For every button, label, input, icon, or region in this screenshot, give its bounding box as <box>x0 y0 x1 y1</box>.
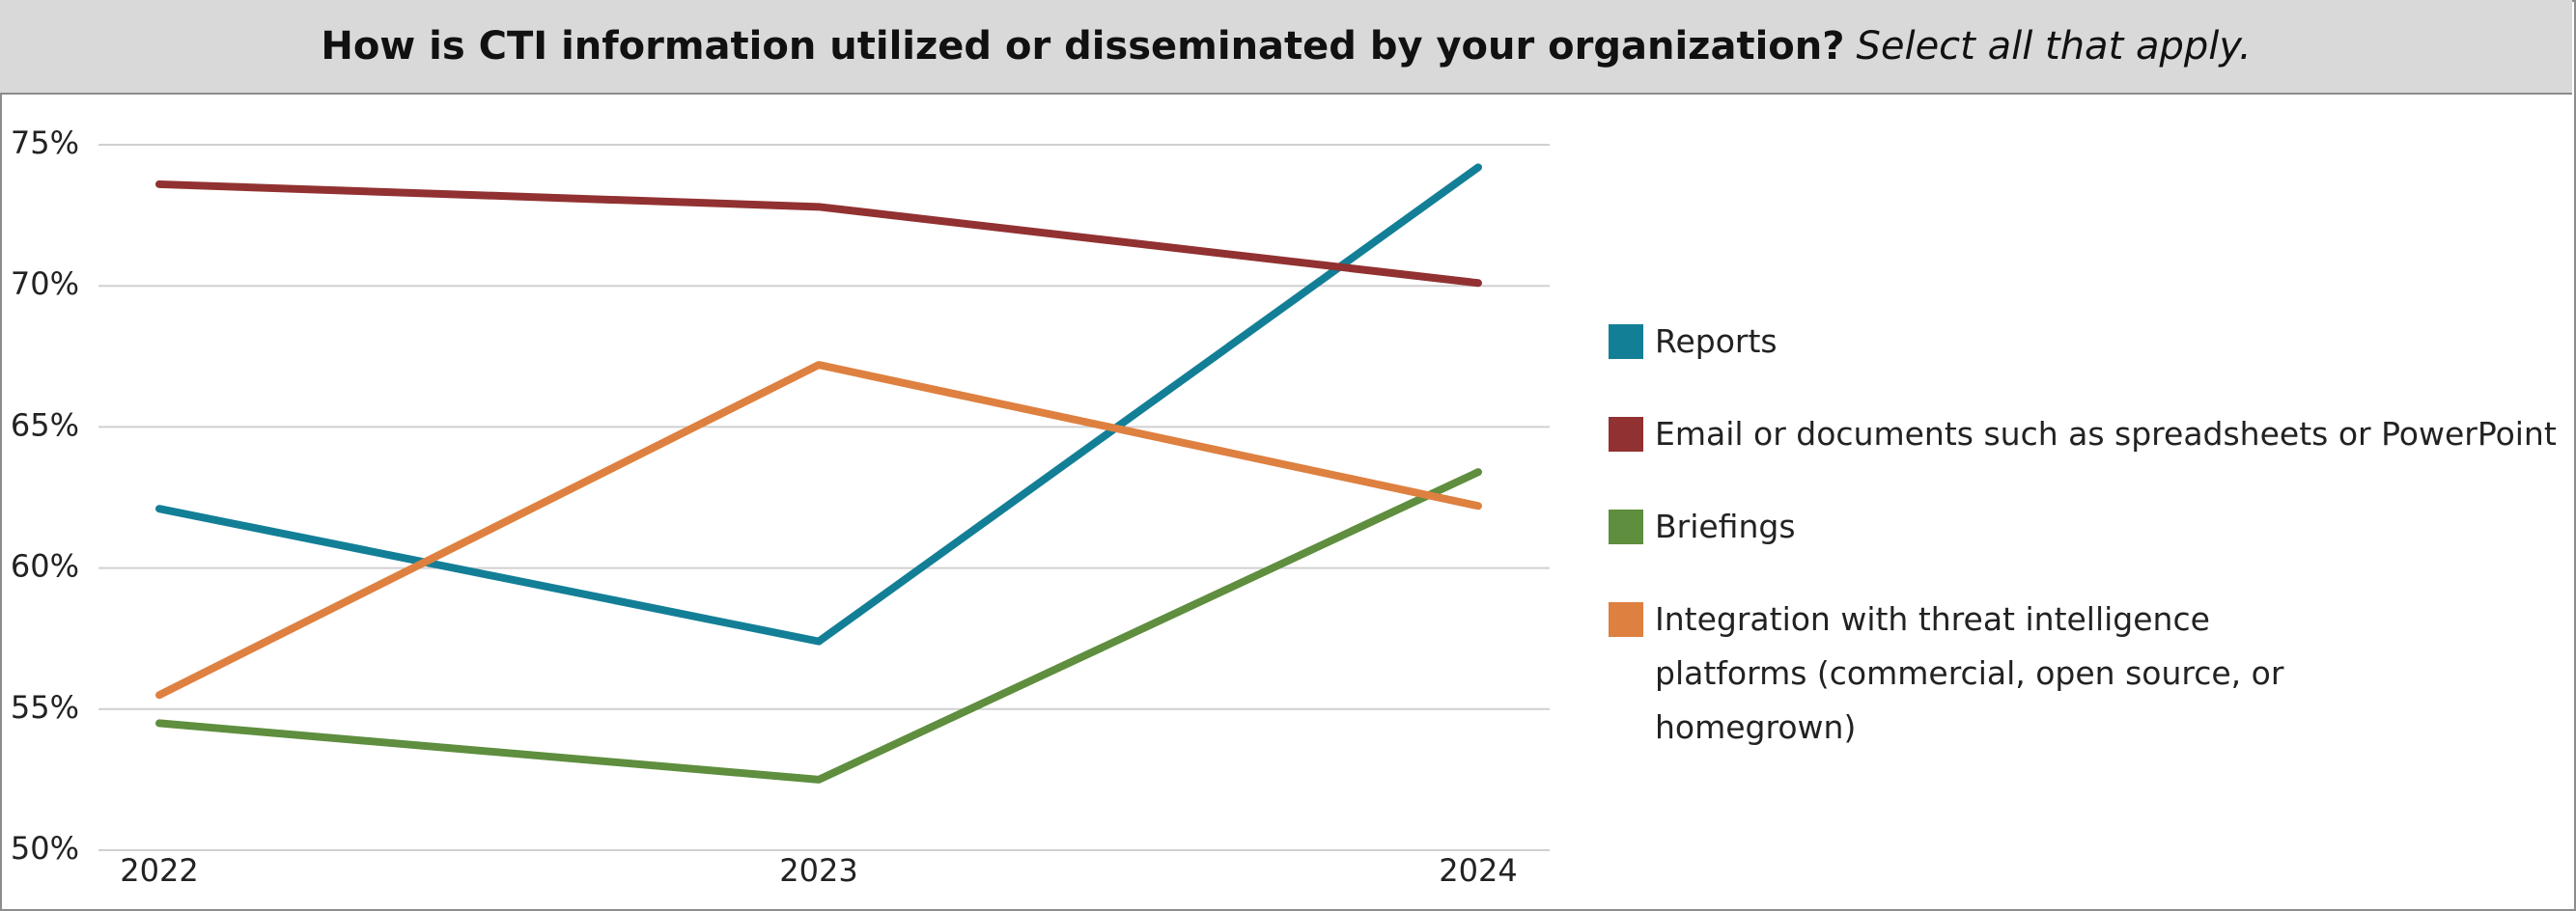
series-line <box>155 361 1482 700</box>
legend-item: Integration with threat intelligence pla… <box>1609 593 2562 755</box>
y-tick-label: 65% <box>11 406 79 443</box>
legend-swatch <box>1609 510 1643 544</box>
y-tick-label: 70% <box>11 265 79 302</box>
x-tick-label: 2024 <box>1439 852 1517 889</box>
legend-swatch <box>1609 602 1643 637</box>
legend-swatch <box>1609 324 1643 359</box>
series-line <box>155 163 1482 646</box>
y-tick-label: 55% <box>11 689 79 726</box>
legend-item: Reports <box>1609 315 2562 369</box>
legend-label: Briefings <box>1655 508 1796 545</box>
legend-label: Email or documents such as spreadsheets … <box>1655 415 2557 453</box>
x-tick-label: 2022 <box>120 852 198 889</box>
y-tick-label: 60% <box>11 548 79 585</box>
legend: Reports Email or documents such as spread… <box>1609 315 2562 793</box>
legend-swatch <box>1609 417 1643 452</box>
legend-item: Email or documents such as spreadsheets … <box>1609 407 2562 461</box>
series-line <box>155 468 1482 784</box>
y-tick-label: 75% <box>11 124 79 161</box>
header: How is CTI information utilized or disse… <box>0 0 2572 95</box>
chart-title: How is CTI information utilized or disse… <box>321 24 1845 69</box>
series-line <box>155 179 1482 288</box>
y-tick-label: 50% <box>11 830 79 867</box>
x-tick-label: 2023 <box>779 852 857 889</box>
legend-item: Briefings <box>1609 500 2562 554</box>
legend-label: Integration with threat intelligence pla… <box>1655 600 2284 746</box>
legend-label: Reports <box>1655 322 1778 360</box>
chart-subtitle: Select all that apply. <box>1856 24 2252 69</box>
